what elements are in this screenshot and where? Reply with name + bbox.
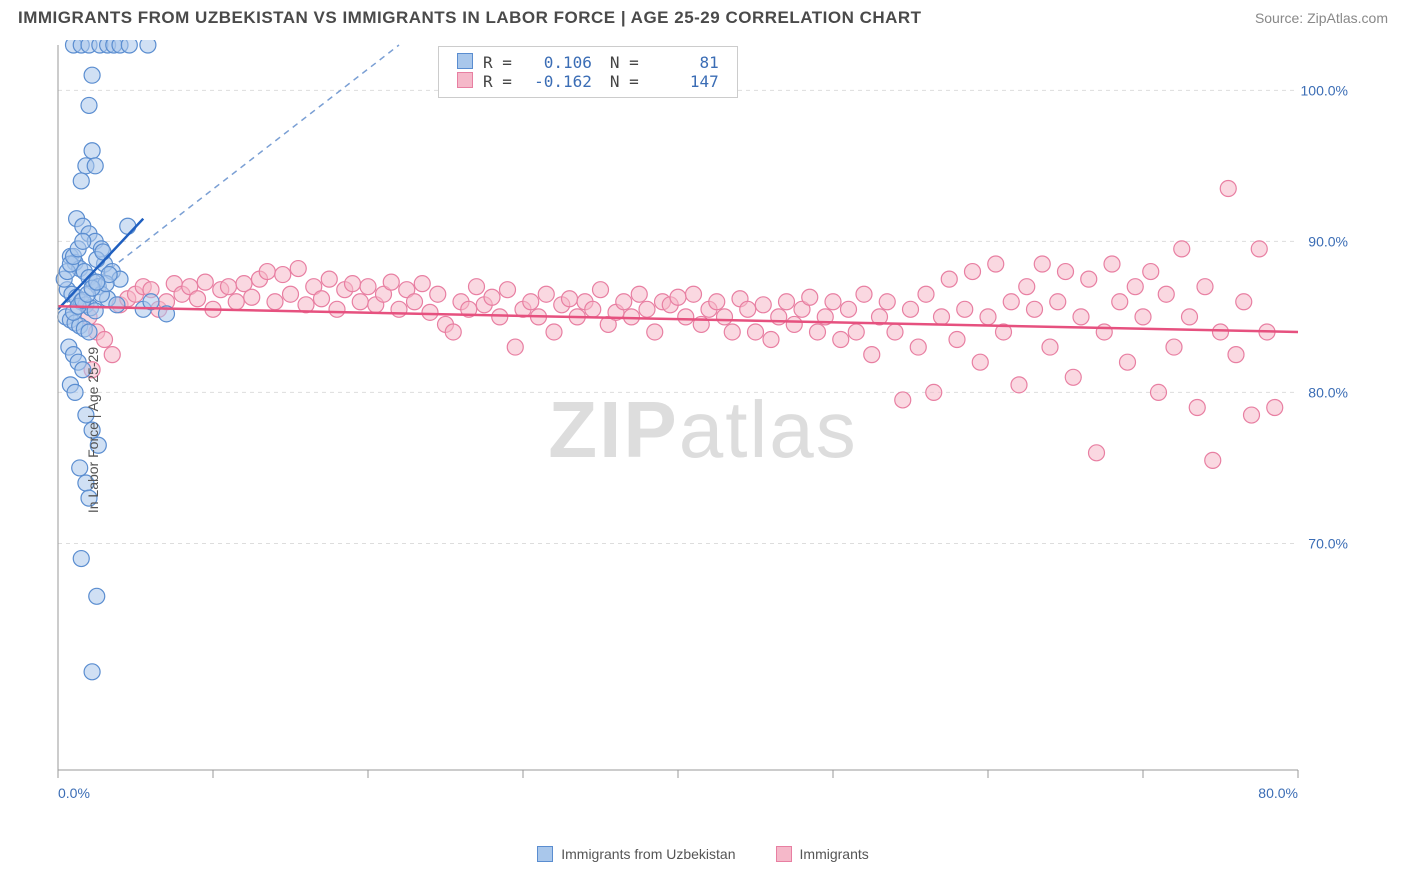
y-axis-label: In Labor Force | Age 25-29 — [85, 347, 101, 513]
legend-item-1: Immigrants from Uzbekistan — [537, 846, 735, 862]
stat-r-label-1: R = — [483, 53, 512, 72]
stat-n-label-1: N = — [610, 53, 639, 72]
stat-r-value-1: 0.106 — [512, 53, 592, 72]
legend-swatch-1 — [537, 846, 553, 862]
stats-row-2: R = -0.162 N = 147 — [457, 72, 719, 91]
legend-label-1: Immigrants from Uzbekistan — [561, 846, 735, 862]
stats-swatch-1 — [457, 53, 473, 69]
stat-n-value-2: 147 — [639, 72, 719, 91]
stats-box: R = 0.106 N = 81 R = -0.162 N = 147 — [438, 46, 738, 98]
chart-area: 70.0% 80.0% 90.0% 100.0% 0.0% 80.0% In Labor … — [18, 40, 1388, 820]
source-label: Source: ZipAtlas.com — [1255, 10, 1388, 26]
stat-n-label-2: N = — [610, 72, 639, 91]
scatter-chart: 70.0% 80.0% 90.0% 100.0% 0.0% 80.0% — [18, 40, 1388, 820]
stat-n-value-1: 81 — [639, 53, 719, 72]
svg-text:90.0%: 90.0% — [1308, 233, 1348, 249]
chart-title: IMMIGRANTS FROM UZBEKISTAN VS IMMIGRANTS… — [18, 8, 922, 28]
stats-row-1: R = 0.106 N = 81 — [457, 53, 719, 72]
svg-text:70.0%: 70.0% — [1308, 535, 1348, 551]
chart-header: IMMIGRANTS FROM UZBEKISTAN VS IMMIGRANTS… — [0, 0, 1406, 28]
stats-swatch-2 — [457, 72, 473, 88]
legend-item-2: Immigrants — [776, 846, 869, 862]
svg-text:0.0%: 0.0% — [58, 785, 90, 801]
svg-text:80.0%: 80.0% — [1308, 384, 1348, 400]
stat-r-value-2: -0.162 — [512, 72, 592, 91]
legend-label-2: Immigrants — [800, 846, 869, 862]
svg-text:100.0%: 100.0% — [1301, 82, 1348, 98]
legend-swatch-2 — [776, 846, 792, 862]
bottom-legend: Immigrants from Uzbekistan Immigrants — [0, 846, 1406, 862]
svg-text:80.0%: 80.0% — [1258, 785, 1298, 801]
stat-r-label-2: R = — [483, 72, 512, 91]
